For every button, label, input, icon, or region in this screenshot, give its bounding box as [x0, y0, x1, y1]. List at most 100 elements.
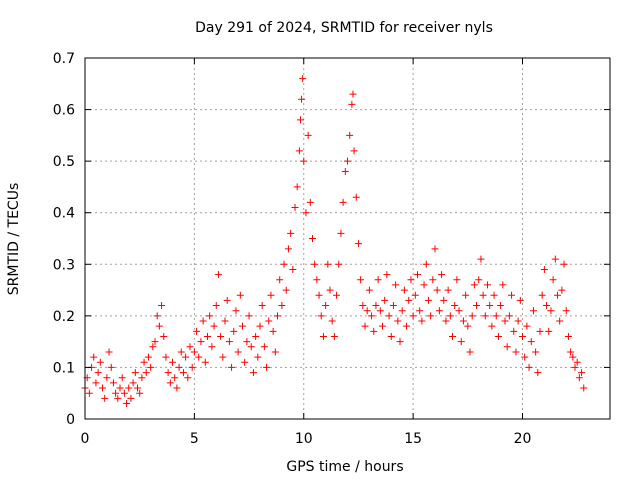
data-point — [254, 353, 262, 361]
data-point — [296, 116, 304, 124]
data-point — [475, 276, 483, 284]
data-point — [319, 332, 327, 340]
data-point — [558, 286, 566, 294]
data-point — [567, 348, 575, 356]
y-tick-label: 0.3 — [53, 257, 75, 273]
data-point — [387, 332, 395, 340]
data-point — [512, 348, 520, 356]
data-point — [212, 302, 220, 310]
data-point — [354, 240, 362, 248]
data-point — [225, 338, 233, 346]
y-tick-label: 0.7 — [53, 51, 75, 67]
x-tick-label: 10 — [295, 431, 313, 447]
data-point — [208, 343, 216, 351]
data-point — [114, 394, 122, 402]
data-point — [341, 167, 349, 175]
data-point — [236, 291, 244, 299]
data-point — [234, 348, 242, 356]
data-point — [499, 281, 507, 289]
data-point — [400, 286, 408, 294]
data-point — [405, 296, 413, 304]
data-point — [510, 327, 518, 335]
data-point — [409, 312, 417, 320]
data-point — [155, 322, 163, 330]
data-point — [94, 369, 102, 377]
y-tick-label: 0 — [66, 412, 75, 428]
data-point — [142, 369, 150, 377]
data-point — [311, 260, 319, 268]
y-tick-label: 0.4 — [53, 206, 75, 222]
y-tick-label: 0.6 — [53, 103, 75, 119]
data-point — [573, 358, 581, 366]
data-point — [171, 374, 179, 382]
data-point — [407, 276, 415, 284]
data-point — [376, 307, 384, 315]
data-point — [464, 322, 472, 330]
data-point — [193, 327, 201, 335]
data-point — [298, 95, 306, 103]
data-point — [503, 343, 511, 351]
data-point — [195, 353, 203, 361]
data-point — [580, 384, 588, 392]
y-tick-label: 0.1 — [53, 360, 75, 376]
data-point — [357, 276, 365, 284]
data-point — [505, 312, 513, 320]
data-point — [359, 302, 367, 310]
data-point — [201, 358, 209, 366]
data-point — [149, 343, 157, 351]
data-point — [451, 302, 459, 310]
data-point — [562, 307, 570, 315]
data-point — [134, 384, 141, 392]
data-point — [368, 312, 376, 320]
data-point — [186, 343, 194, 351]
data-point — [116, 384, 124, 392]
data-point — [486, 302, 494, 310]
data-point — [184, 374, 192, 382]
data-point — [569, 353, 577, 361]
data-point — [385, 312, 393, 320]
data-point — [258, 302, 266, 310]
data-point — [140, 358, 148, 366]
data-point — [85, 389, 93, 397]
data-point — [166, 379, 174, 387]
data-point — [534, 369, 542, 377]
data-point — [348, 100, 356, 108]
data-point — [350, 147, 358, 155]
data-point — [344, 157, 351, 165]
data-point — [99, 384, 106, 392]
data-point — [289, 265, 297, 273]
data-point — [392, 281, 400, 289]
data-point — [188, 363, 196, 371]
data-point — [420, 281, 428, 289]
data-point — [523, 322, 531, 330]
data-point — [306, 198, 314, 206]
data-point — [346, 131, 354, 139]
data-point — [309, 235, 316, 242]
data-point — [556, 317, 564, 325]
data-point — [514, 317, 522, 325]
data-point — [179, 369, 187, 377]
data-point — [545, 327, 553, 335]
data-point — [228, 363, 236, 371]
data-point — [295, 147, 303, 155]
data-point — [459, 317, 467, 325]
data-point — [280, 260, 288, 268]
data-point — [473, 302, 481, 310]
data-point — [304, 131, 312, 139]
data-point — [372, 302, 380, 310]
data-point — [221, 317, 229, 325]
data-point — [466, 348, 474, 356]
data-point — [490, 291, 498, 299]
data-point — [232, 307, 240, 315]
data-point — [527, 338, 535, 346]
y-axis-ticks: 0 0.1 0.2 0.3 0.4 0.5 0.6 0.7 — [53, 51, 610, 428]
data-point — [265, 317, 273, 325]
grid-lines — [85, 58, 610, 419]
data-point — [352, 193, 360, 201]
data-point — [326, 286, 334, 294]
data-point — [190, 348, 198, 356]
data-point — [429, 276, 437, 284]
data-point — [223, 296, 231, 304]
y-axis-label: SRMTID / TECUs — [6, 183, 22, 296]
data-point — [175, 363, 183, 371]
